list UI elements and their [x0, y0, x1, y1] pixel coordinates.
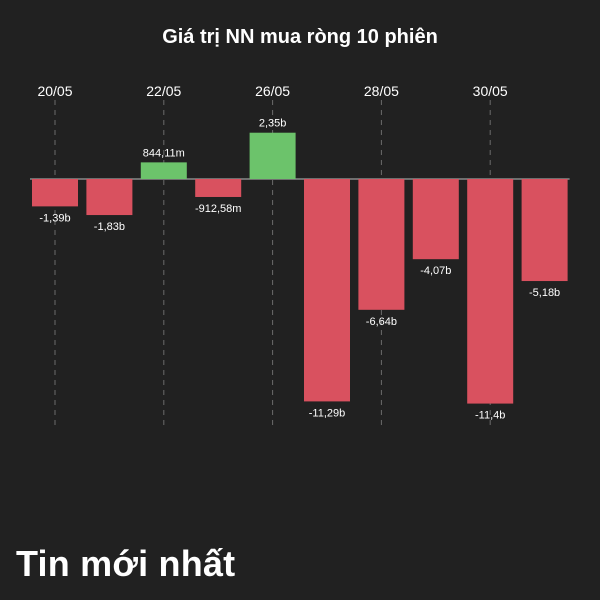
x-tick-label: 22/05	[146, 83, 181, 99]
data-label: -4,07b	[420, 265, 451, 277]
x-tick-label: 20/05	[37, 83, 72, 99]
data-label: -11,29b	[309, 407, 346, 419]
bar	[412, 179, 459, 260]
latest-news-heading[interactable]: Tin mới nhất	[16, 543, 236, 584]
x-tick-label: 30/05	[473, 83, 508, 99]
data-label: -912,58m	[195, 203, 241, 215]
x-tick-label: 26/05	[255, 83, 290, 99]
bar	[304, 179, 350, 402]
bar	[86, 179, 133, 216]
bar	[195, 179, 242, 197]
data-label: -1,83b	[94, 221, 125, 233]
data-label: -1,39b	[39, 212, 70, 224]
bar	[32, 179, 78, 207]
bar	[467, 179, 514, 404]
x-tick-label: 28/05	[364, 83, 399, 99]
data-label: 2,35b	[259, 118, 287, 130]
bar	[249, 132, 296, 179]
bar	[140, 162, 187, 179]
data-label: 844,11m	[143, 147, 185, 159]
data-label: -5,18b	[529, 287, 560, 299]
bar	[358, 179, 405, 310]
data-label: -6,64b	[366, 316, 397, 328]
bar	[521, 179, 568, 282]
bar-chart: 20/05 22/05 26/05 28/05 30/05 -1,39b -1,83b 844…	[30, 83, 570, 428]
data-label: -11,4b	[475, 410, 505, 422]
chart-title: Giá trị NN mua ròng 10 phiên	[162, 26, 438, 48]
